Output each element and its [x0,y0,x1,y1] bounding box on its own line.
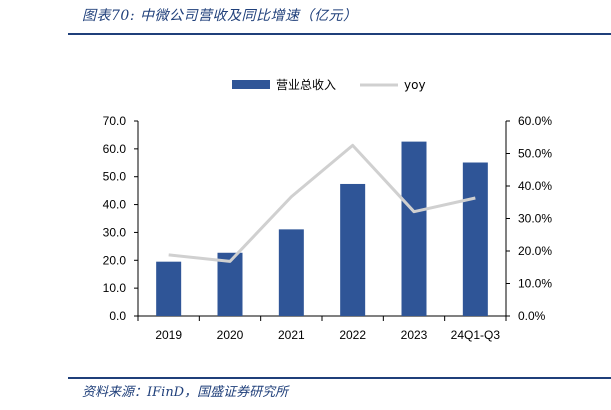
x-tick-label: 2021 [278,328,305,342]
legend-bar-swatch [232,80,270,89]
right-tick-label: 20.0% [518,244,552,258]
right-tick-label: 10.0% [518,277,552,291]
top-divider [68,33,611,35]
legend-line-label: yoy [404,78,426,92]
bar [462,162,488,316]
right-tick-label: 40.0% [518,179,552,193]
left-tick-label: 60.0 [103,142,127,156]
right-tick-label: 60.0% [518,114,552,128]
x-tick-label: 2019 [155,328,182,342]
right-tick-label: 50.0% [518,147,552,161]
yoy-line [168,143,476,263]
figure-title: 图表70: 中微公司营收及同比增速（亿元） [82,8,358,24]
x-tick-label: 24Q1-Q3 [451,328,501,342]
left-tick-label: 40.0 [103,198,127,212]
right-tick-label: 30.0% [518,212,552,226]
bar [340,183,366,316]
figure-source: 资料来源：IFinD，国盛证券研究所 [82,385,289,400]
left-tick-label: 70.0 [103,114,127,128]
bar [401,141,427,316]
bar [156,261,182,316]
left-tick-label: 10.0 [103,281,127,295]
legend-bar-label: 营业总收入 [276,78,336,92]
right-tick-label: 0.0% [518,309,546,323]
bottom-divider [68,377,611,379]
x-tick-label: 2022 [339,328,366,342]
left-tick-label: 50.0 [103,170,127,184]
left-tick-label: 0.0 [109,309,126,323]
left-tick-label: 20.0 [103,253,127,267]
bar [278,229,304,316]
x-tick-label: 2023 [401,328,428,342]
bar [217,252,243,316]
left-tick-label: 30.0 [103,225,127,239]
x-tick-label: 2020 [217,328,244,342]
